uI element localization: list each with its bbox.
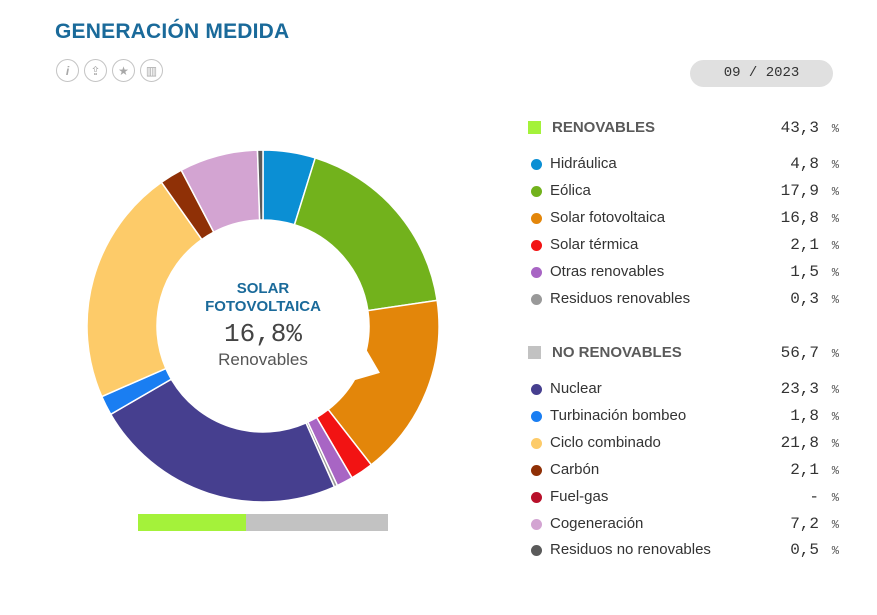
favorite-star-icon[interactable]: ★ [112, 59, 135, 82]
legend-item-nuclear[interactable]: Nuclear 23,3% [527, 378, 839, 400]
legend-item-fuel-gas[interactable]: Fuel-gas -% [527, 486, 839, 508]
legend-unit: % [831, 436, 839, 451]
legend-label: Carbón [550, 460, 600, 478]
highlight-pointer [348, 344, 380, 383]
legend-item-residuos-renovables[interactable]: Residuos renovables 0,3% [527, 288, 839, 310]
legend-unit: % [831, 211, 839, 226]
legend-value: - [809, 487, 819, 506]
legend-value: 1,8 [790, 406, 819, 425]
legend-label: Fuel-gas [550, 487, 609, 505]
legend-item-solar-fotovoltaica[interactable]: Solar fotovoltaica 16,8% [527, 207, 839, 229]
legend-item-otras-renovables[interactable]: Otras renovables 1,5% [527, 261, 839, 283]
legend-unit: % [831, 544, 839, 559]
legend-group-no-renovables[interactable]: NO RENOVABLES 56,7% [527, 342, 839, 364]
legend-swatch [531, 464, 542, 476]
legend-value: 21,8 [780, 433, 819, 452]
chart-view-icon[interactable]: ▥ [140, 59, 163, 82]
legend-label: Otras renovables [550, 262, 665, 280]
legend-value: 43,3 [780, 119, 819, 137]
slice-ciclo-combinado[interactable] [86, 181, 203, 398]
legend-swatch [531, 239, 542, 251]
legend-label: Residuos no renovables [550, 541, 711, 559]
legend-unit: % [831, 265, 839, 280]
group-swatch [528, 346, 541, 359]
legend-label: NO RENOVABLES [552, 344, 682, 361]
legend-label: Ciclo combinado [550, 433, 661, 451]
legend-value: 16,8 [780, 208, 819, 227]
slice-residuos-no-renovables[interactable] [256, 149, 264, 221]
legend-unit: % [831, 292, 839, 307]
legend-label: Nuclear [550, 380, 602, 397]
group-share-bar [138, 514, 388, 531]
legend-value: 7,2 [790, 514, 819, 533]
legend-label: Solar fotovoltaica [550, 208, 666, 226]
legend-group-renovables[interactable]: RENOVABLES 43,3% [527, 117, 839, 139]
bar-segment-no-renovables [246, 514, 388, 531]
legend-value: 17,9 [780, 181, 819, 200]
center-series-name: SOLAR FOTOVOLTAICA [205, 280, 321, 315]
legend-swatch [531, 518, 542, 530]
legend-swatch [531, 212, 542, 224]
page-title: GENERACIÓN MEDIDA [55, 20, 290, 43]
legend-swatch [531, 293, 542, 305]
legend-unit: % [831, 158, 839, 172]
legend-unit: % [831, 122, 839, 136]
legend-label: Eólica [550, 181, 591, 199]
legend-unit: % [831, 409, 839, 424]
export-icon[interactable]: ⇪ [84, 59, 107, 82]
legend-swatch [531, 410, 542, 422]
legend-unit: % [831, 490, 839, 505]
legend-unit: % [831, 463, 839, 478]
legend-label: Solar térmica [550, 235, 639, 253]
info-icon[interactable]: i [56, 59, 79, 82]
legend-item-residuos-no-renovables[interactable]: Residuos no renovables 0,5% [527, 539, 839, 561]
legend-item-cogeneracion[interactable]: Cogeneración 7,2% [527, 513, 839, 535]
legend-value: 2,1 [790, 235, 819, 254]
group-swatch [528, 121, 541, 134]
legend-label: Turbinación bombeo [550, 406, 687, 424]
legend-value: 1,5 [790, 262, 819, 281]
legend-item-eolica[interactable]: Eólica 17,9% [527, 180, 839, 202]
slice-nuclear[interactable] [109, 378, 336, 503]
legend-value: 0,3 [790, 289, 819, 308]
legend-unit: % [831, 383, 839, 397]
legend-swatch [531, 437, 542, 449]
legend-item-hidraulica[interactable]: Hidráulica 4,8% [527, 153, 839, 175]
legend-unit: % [831, 347, 839, 361]
legend-label: Residuos renovables [550, 289, 691, 307]
legend-value: 2,1 [790, 460, 819, 479]
legend-value: 23,3 [780, 380, 819, 398]
legend-item-turbinacion-bombeo[interactable]: Turbinación bombeo 1,8% [527, 405, 839, 427]
legend-label: Hidráulica [550, 155, 617, 172]
legend-value: 56,7 [780, 344, 819, 362]
legend-item-solar-termica[interactable]: Solar térmica 2,1% [527, 234, 839, 256]
legend-unit: % [831, 184, 839, 199]
legend-swatch [531, 545, 542, 557]
legend-swatch [531, 266, 542, 278]
center-label: SOLAR FOTOVOLTAICA 16,8% Renovables [163, 280, 363, 370]
legend-unit: % [831, 238, 839, 253]
legend-swatch [531, 159, 542, 170]
center-series-value: 16,8% [223, 319, 302, 349]
legend-item-ciclo-combinado[interactable]: Ciclo combinado 21,8% [527, 432, 839, 454]
legend-swatch [531, 491, 542, 503]
legend-swatch [531, 185, 542, 197]
legend-unit: % [831, 517, 839, 532]
legend-item-carbon[interactable]: Carbón 2,1% [527, 459, 839, 481]
bar-segment-renovables [138, 514, 247, 531]
legend-value: 0,5 [790, 541, 819, 560]
legend-value: 4,8 [790, 155, 819, 173]
legend-label: RENOVABLES [552, 119, 656, 136]
toolbar: i ⇪ ★ ▥ [56, 59, 163, 82]
legend-label: Cogeneración [550, 514, 644, 532]
center-series-group: Renovables [218, 350, 308, 369]
legend-swatch [531, 384, 542, 395]
date-selector[interactable]: 09 / 2023 [690, 60, 833, 87]
